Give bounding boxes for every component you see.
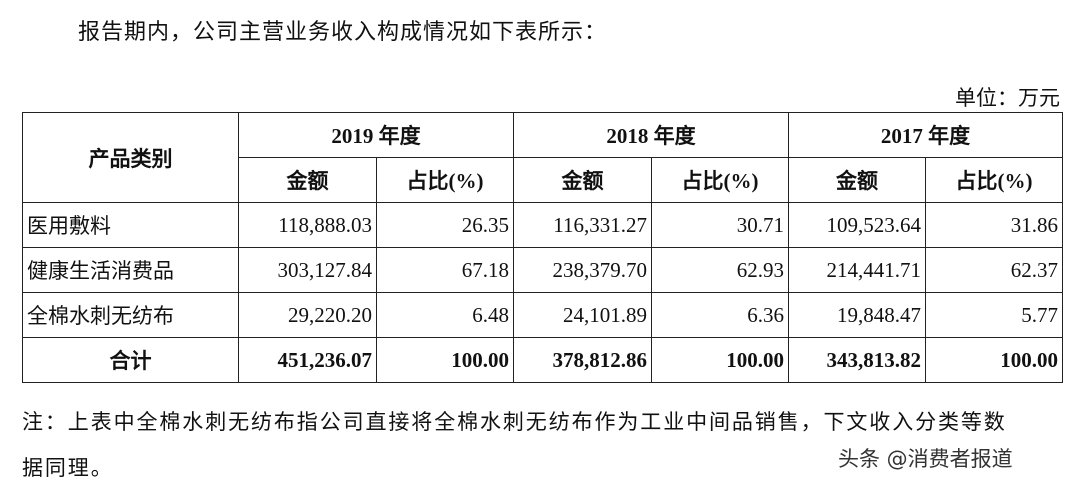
table-cell: 238,379.70: [513, 247, 652, 293]
unit-label: 单位：万元: [955, 86, 1060, 110]
total-row: 合计 451,236.07 100.00 378,812.86 100.00 343,81…: [22, 337, 1063, 383]
table-cell: 占比(%): [925, 157, 1063, 203]
table-cell: 303,127.84: [238, 247, 377, 293]
table-cell: 451,236.07: [238, 337, 377, 383]
header-row: 产品类别 2019 年度 2018 年度 2017 年度: [22, 112, 1063, 203]
table-cell: 5.77: [925, 292, 1063, 338]
table-cell: 67.18: [376, 247, 514, 293]
table-cell: 31.86: [925, 202, 1063, 248]
table-cell: 占比(%): [376, 157, 514, 203]
table-cell: 100.00: [925, 337, 1063, 383]
data-row: 医用敷料 118,888.03 26.35 116,331.27 30.71 109,52…: [22, 202, 1063, 248]
table-cell: 金额: [513, 157, 652, 203]
note-line: 注：上表中全棉水刺无纺布指公司直接将全棉水刺无纺布作为工业中间品销售，下文收入分…: [22, 410, 1007, 434]
table-cell: 2019 年度: [238, 112, 514, 158]
table-cell: 29,220.20: [238, 292, 377, 338]
table-cell: 健康生活消费品: [22, 247, 239, 293]
revenue-table: 产品类别 2019 年度 2018 年度 2017 年度 金额 占比(%) 金额 占比(%) 金…: [22, 112, 1063, 383]
table-cell: 109,523.64: [788, 202, 926, 248]
table-cell: 金额: [238, 157, 377, 203]
table-cell: 343,813.82: [788, 337, 926, 383]
table-cell: 100.00: [651, 337, 789, 383]
table-cell: 2017 年度: [788, 112, 1063, 158]
data-row: 健康生活消费品 303,127.84 67.18 238,379.70 62.93 214…: [22, 247, 1063, 293]
watermark: 头条 @消费者报道: [838, 447, 1013, 471]
table-cell: 6.48: [376, 292, 514, 338]
table-cell: 62.93: [651, 247, 789, 293]
table-cell: 62.37: [925, 247, 1063, 293]
table-cell: 378,812.86: [513, 337, 652, 383]
table-cell: 金额: [788, 157, 926, 203]
table-cell: 占比(%): [651, 157, 789, 203]
table-cell: 2018 年度: [513, 112, 789, 158]
table-cell: 214,441.71: [788, 247, 926, 293]
table-cell: 合计: [22, 337, 239, 383]
table-cell: 产品类别: [22, 112, 239, 203]
table-cell: 6.36: [651, 292, 789, 338]
table-cell: 24,101.89: [513, 292, 652, 338]
table-cell: 100.00: [376, 337, 514, 383]
table-cell: 全棉水刺无纺布: [22, 292, 239, 338]
table-cell: 30.71: [651, 202, 789, 248]
data-row: 全棉水刺无纺布 29,220.20 6.48 24,101.89 6.36 19,848.…: [22, 292, 1063, 338]
note-line: 据同理。: [22, 456, 114, 480]
table-cell: 19,848.47: [788, 292, 926, 338]
table-cell: 118,888.03: [238, 202, 377, 248]
intro-text: 报告期内，公司主营业务收入构成情况如下表所示：: [78, 19, 608, 44]
table-cell: 医用敷料: [22, 202, 239, 248]
table-cell: 116,331.27: [513, 202, 652, 248]
table-cell: 26.35: [376, 202, 514, 248]
